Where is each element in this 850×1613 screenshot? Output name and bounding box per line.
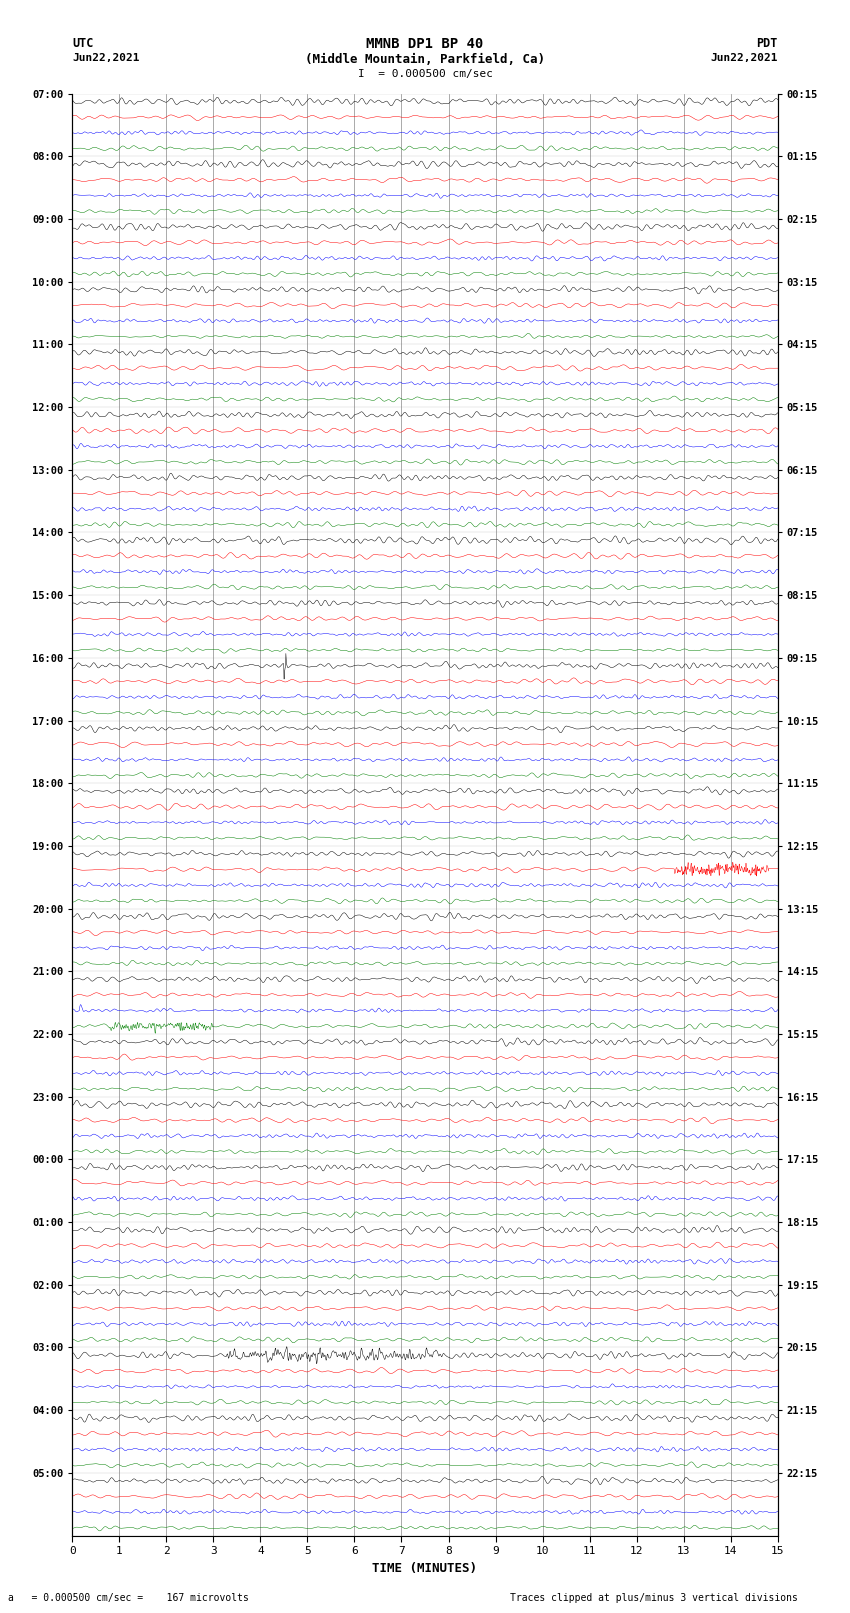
Text: Jun22,2021: Jun22,2021 <box>711 53 778 63</box>
Text: MMNB DP1 BP 40: MMNB DP1 BP 40 <box>366 37 484 52</box>
Text: Jun22,2021: Jun22,2021 <box>72 53 139 63</box>
Text: UTC: UTC <box>72 37 94 50</box>
Text: PDT: PDT <box>756 37 778 50</box>
Text: a   = 0.000500 cm/sec =    167 microvolts: a = 0.000500 cm/sec = 167 microvolts <box>8 1594 249 1603</box>
Text: Traces clipped at plus/minus 3 vertical divisions: Traces clipped at plus/minus 3 vertical … <box>510 1594 798 1603</box>
Text: I  = 0.000500 cm/sec: I = 0.000500 cm/sec <box>358 69 492 79</box>
X-axis label: TIME (MINUTES): TIME (MINUTES) <box>372 1561 478 1574</box>
Text: (Middle Mountain, Parkfield, Ca): (Middle Mountain, Parkfield, Ca) <box>305 53 545 66</box>
